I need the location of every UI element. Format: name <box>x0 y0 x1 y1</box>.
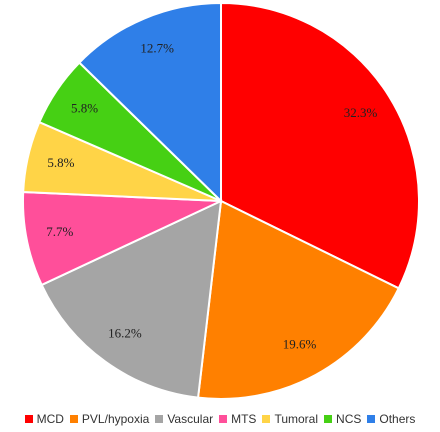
data-label-vascular: 16.2% <box>108 325 142 340</box>
data-label-mcd: 32.3% <box>344 105 378 120</box>
legend-label: MTS <box>231 412 257 426</box>
pie-slices <box>22 1 420 401</box>
pie-slice-mcd <box>220 1 420 290</box>
data-label-tumoral: 5.8% <box>47 155 74 170</box>
legend-swatch <box>219 415 228 423</box>
legend: MCD PVL/hypoxia Vascular MTS Tumoral NCS Other… <box>0 410 440 428</box>
pie-slice-mts <box>22 190 222 287</box>
legend-swatch <box>324 415 333 423</box>
pie-slice-others <box>77 1 222 204</box>
legend-label: PVL/hypoxia <box>81 412 150 426</box>
legend-label: Others <box>379 412 416 426</box>
data-label-others: 12.7% <box>140 40 174 55</box>
legend-swatch <box>155 415 164 423</box>
data-label-pvl-hypoxia: 19.6% <box>283 336 317 351</box>
legend-swatch <box>24 415 33 423</box>
legend-label: NCS <box>336 412 362 426</box>
legend-item-tumoral: Tumoral <box>262 412 318 426</box>
legend-swatch <box>262 415 271 423</box>
legend-label: Tumoral <box>274 412 319 426</box>
legend-label: Vascular <box>167 412 214 426</box>
legend-item-others: Others <box>367 412 415 426</box>
legend-item-ncs: NCS <box>324 412 361 426</box>
legend-item-mcd: MCD <box>24 412 64 426</box>
legend-item-pvl-hypoxia: PVL/hypoxia <box>69 412 150 426</box>
legend-label: MCD <box>36 412 64 426</box>
legend-swatch <box>69 415 78 423</box>
legend-item-vascular: Vascular <box>155 412 213 426</box>
legend-item-mts: MTS <box>219 412 256 426</box>
legend-swatch <box>367 415 376 423</box>
data-label-ncs: 5.8% <box>71 100 98 115</box>
pie-labels: 32.3% 19.6% 16.2% 7.7% 5.8% 5.8% 12.7% <box>46 40 377 351</box>
pie-slice-vascular <box>40 199 223 399</box>
pie-chart: 32.3% 19.6% 16.2% 7.7% 5.8% 5.8% 12.7% <box>22 1 420 401</box>
data-label-mts: 7.7% <box>46 224 73 239</box>
pie-slice-pvl-hypoxia <box>196 199 401 401</box>
